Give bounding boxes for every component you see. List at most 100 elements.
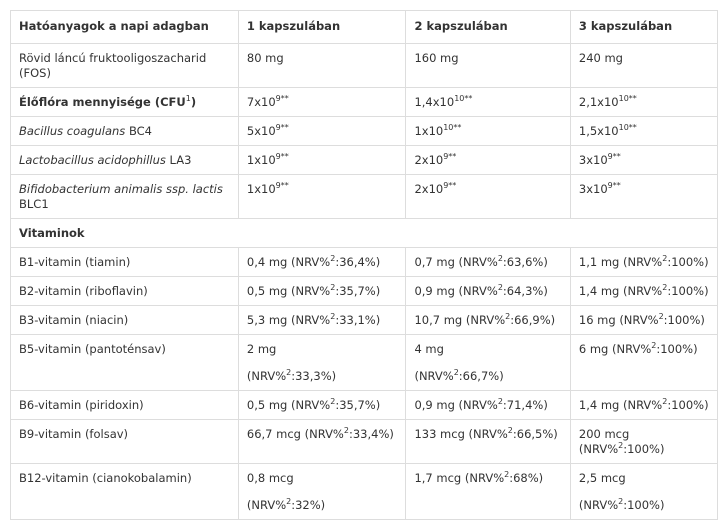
cell-line: 80 mg (247, 51, 398, 66)
text: 0,7 mg (NRV% (414, 255, 498, 269)
text: 0,5 mg (NRV% (246, 398, 331, 412)
table-cell: 1,5x1010** (569, 116, 719, 146)
table-cell: B6-vitamin (piridoxin) (10, 390, 239, 420)
cell-line: 1x1010** (414, 124, 561, 139)
cell-line: 0,9 mg (NRV%2:64,3%) (414, 284, 561, 299)
text: :100%) (667, 284, 709, 298)
cell-line: 133 mcg (NRV%2:66,5%) (414, 427, 561, 442)
table-cell: 1x109** (237, 174, 407, 219)
superscript: 10** (618, 123, 637, 133)
superscript: 2 (618, 441, 624, 451)
superscript: 9** (275, 123, 289, 133)
text: :100%) (623, 498, 665, 512)
superscript: 2 (507, 426, 513, 436)
superscript: 2 (662, 254, 668, 264)
table-row: Rövid láncú fruktooligoszacharid (FOS) 80… (10, 43, 719, 88)
header-row: Hatóanyagok a napi adagban 1 kapszulában 2… (10, 10, 719, 44)
text: :66,5%) (512, 427, 558, 441)
table-cell: B3-vitamin (niacin) (10, 305, 239, 335)
text: Rövid láncú fruktooligoszacharid (FOS) (19, 51, 207, 80)
table-cell: 2,1x1010** (569, 87, 719, 117)
table-cell: 7x109** (237, 87, 407, 117)
text: 3x10 (578, 182, 608, 196)
text: 5x10 (246, 124, 276, 138)
superscript: 2 (504, 470, 510, 480)
cell-line: 1,4x1010** (414, 95, 561, 110)
text: 1,5x10 (578, 124, 619, 138)
superscript: 9** (275, 152, 289, 162)
superscript: 9** (607, 181, 621, 191)
table-row: B12-vitamin (cianokobalamin) 0,8 mcg (NRV%… (10, 463, 719, 520)
text: 3x10 (578, 153, 608, 167)
cell-line: (NRV%2:66,7%) (414, 369, 561, 384)
table-cell: 2,5 mcg (NRV%2:100%) (569, 463, 719, 520)
cell-line: 0,5 mg (NRV%2:35,7%) (247, 284, 398, 299)
superscript: 9** (607, 152, 621, 162)
table-cell: 16 mg (NRV%2:100%) (569, 305, 719, 335)
text: 2,1x10 (578, 95, 619, 109)
text: 1,4 mg (NRV% (578, 284, 663, 298)
text: 4 mg (414, 342, 444, 356)
text: 5,3 mg (NRV% (246, 313, 331, 327)
text: Élőflóra mennyisége (CFU (19, 95, 186, 109)
text: (NRV% (246, 498, 287, 512)
table-row: B1-vitamin (tiamin) 0,4 mg (NRV%2:36,4%) 0… (10, 247, 719, 277)
text: :100%) (623, 442, 665, 456)
superscript: 9** (443, 181, 457, 191)
table-row: B9-vitamin (folsav) 66,7 mcg (NRV%2:33,4%… (10, 419, 719, 464)
superscript: 2 (330, 312, 336, 322)
cell-line: 0,9 mg (NRV%2:71,4%) (414, 398, 561, 413)
cell-line: 240 mg (579, 51, 709, 66)
text: B2-vitamin (riboflavin) (19, 284, 148, 298)
text: :100%) (656, 342, 698, 356)
text: BC4 (125, 124, 152, 138)
cell-line: 5,3 mg (NRV%2:33,1%) (247, 313, 398, 328)
cell-line: 5x109** (247, 124, 398, 139)
cell-line: 1,1 mg (NRV%2:100%) (579, 255, 709, 270)
table-cell: B2-vitamin (riboflavin) (10, 276, 239, 306)
table-cell: 1x109** (237, 145, 407, 175)
text: :32%) (291, 498, 326, 512)
table-row: B2-vitamin (riboflavin) 0,5 mg (NRV%2:35,… (10, 276, 719, 306)
cell-line: B1-vitamin (tiamin) (19, 255, 230, 270)
table-cell: 80 mg (237, 43, 407, 88)
header-cell: 2 kapszulában (405, 10, 571, 44)
text: 1x10 (246, 182, 276, 196)
superscript: 2 (662, 397, 668, 407)
table-cell: 1,4 mg (NRV%2:100%) (569, 276, 719, 306)
table-cell: 2 mg (NRV%2:33,3%) (237, 334, 407, 391)
header-cell: 3 kapszulában (569, 10, 719, 44)
text: 80 mg (246, 51, 284, 65)
superscript: 2 (618, 497, 624, 507)
cell-line: 10,7 mg (NRV%2:66,9%) (414, 313, 561, 328)
cell-line: 1,7 mcg (NRV%2:68%) (414, 471, 561, 486)
table-cell: 2x109** (405, 174, 571, 219)
text: (NRV% (414, 369, 454, 383)
table-cell: 240 mg (569, 43, 719, 88)
text: :100%) (667, 398, 709, 412)
cell-line: 160 mg (414, 51, 561, 66)
text: B5-vitamin (pantoténsav) (19, 342, 166, 356)
table-cell: 3x109** (569, 145, 719, 175)
cell-line: 1x109** (247, 182, 398, 197)
table-cell: 1,4 mg (NRV%2:100%) (569, 390, 719, 420)
text: 1,1 mg (NRV% (578, 255, 663, 269)
superscript: 9** (443, 152, 457, 162)
table-row: B3-vitamin (niacin) 5,3 mg (NRV%2:33,1%) 1… (10, 305, 719, 335)
cell-line: B9-vitamin (folsav) (19, 427, 230, 442)
table-cell: B12-vitamin (cianokobalamin) (10, 463, 239, 520)
text: 10,7 mg (NRV% (414, 313, 506, 327)
table-cell: B9-vitamin (folsav) (10, 419, 239, 464)
cell-line: (NRV%2:100%) (579, 498, 709, 513)
cell-line: (NRV%2:32%) (247, 498, 398, 513)
cell-line: 2x109** (414, 182, 561, 197)
table-row: Élőflóra mennyisége (CFU1) 7x109** 1,4x101… (10, 87, 719, 117)
superscript: 10** (443, 123, 462, 133)
text: 160 mg (414, 51, 459, 65)
table-cell: 3x109** (569, 174, 719, 219)
cell-line: 6 mg (NRV%2:100%) (579, 342, 709, 357)
superscript: 2 (330, 283, 336, 293)
superscript: 2 (497, 283, 503, 293)
cell-line: 3x109** (579, 182, 709, 197)
text: :66,7%) (458, 369, 504, 383)
